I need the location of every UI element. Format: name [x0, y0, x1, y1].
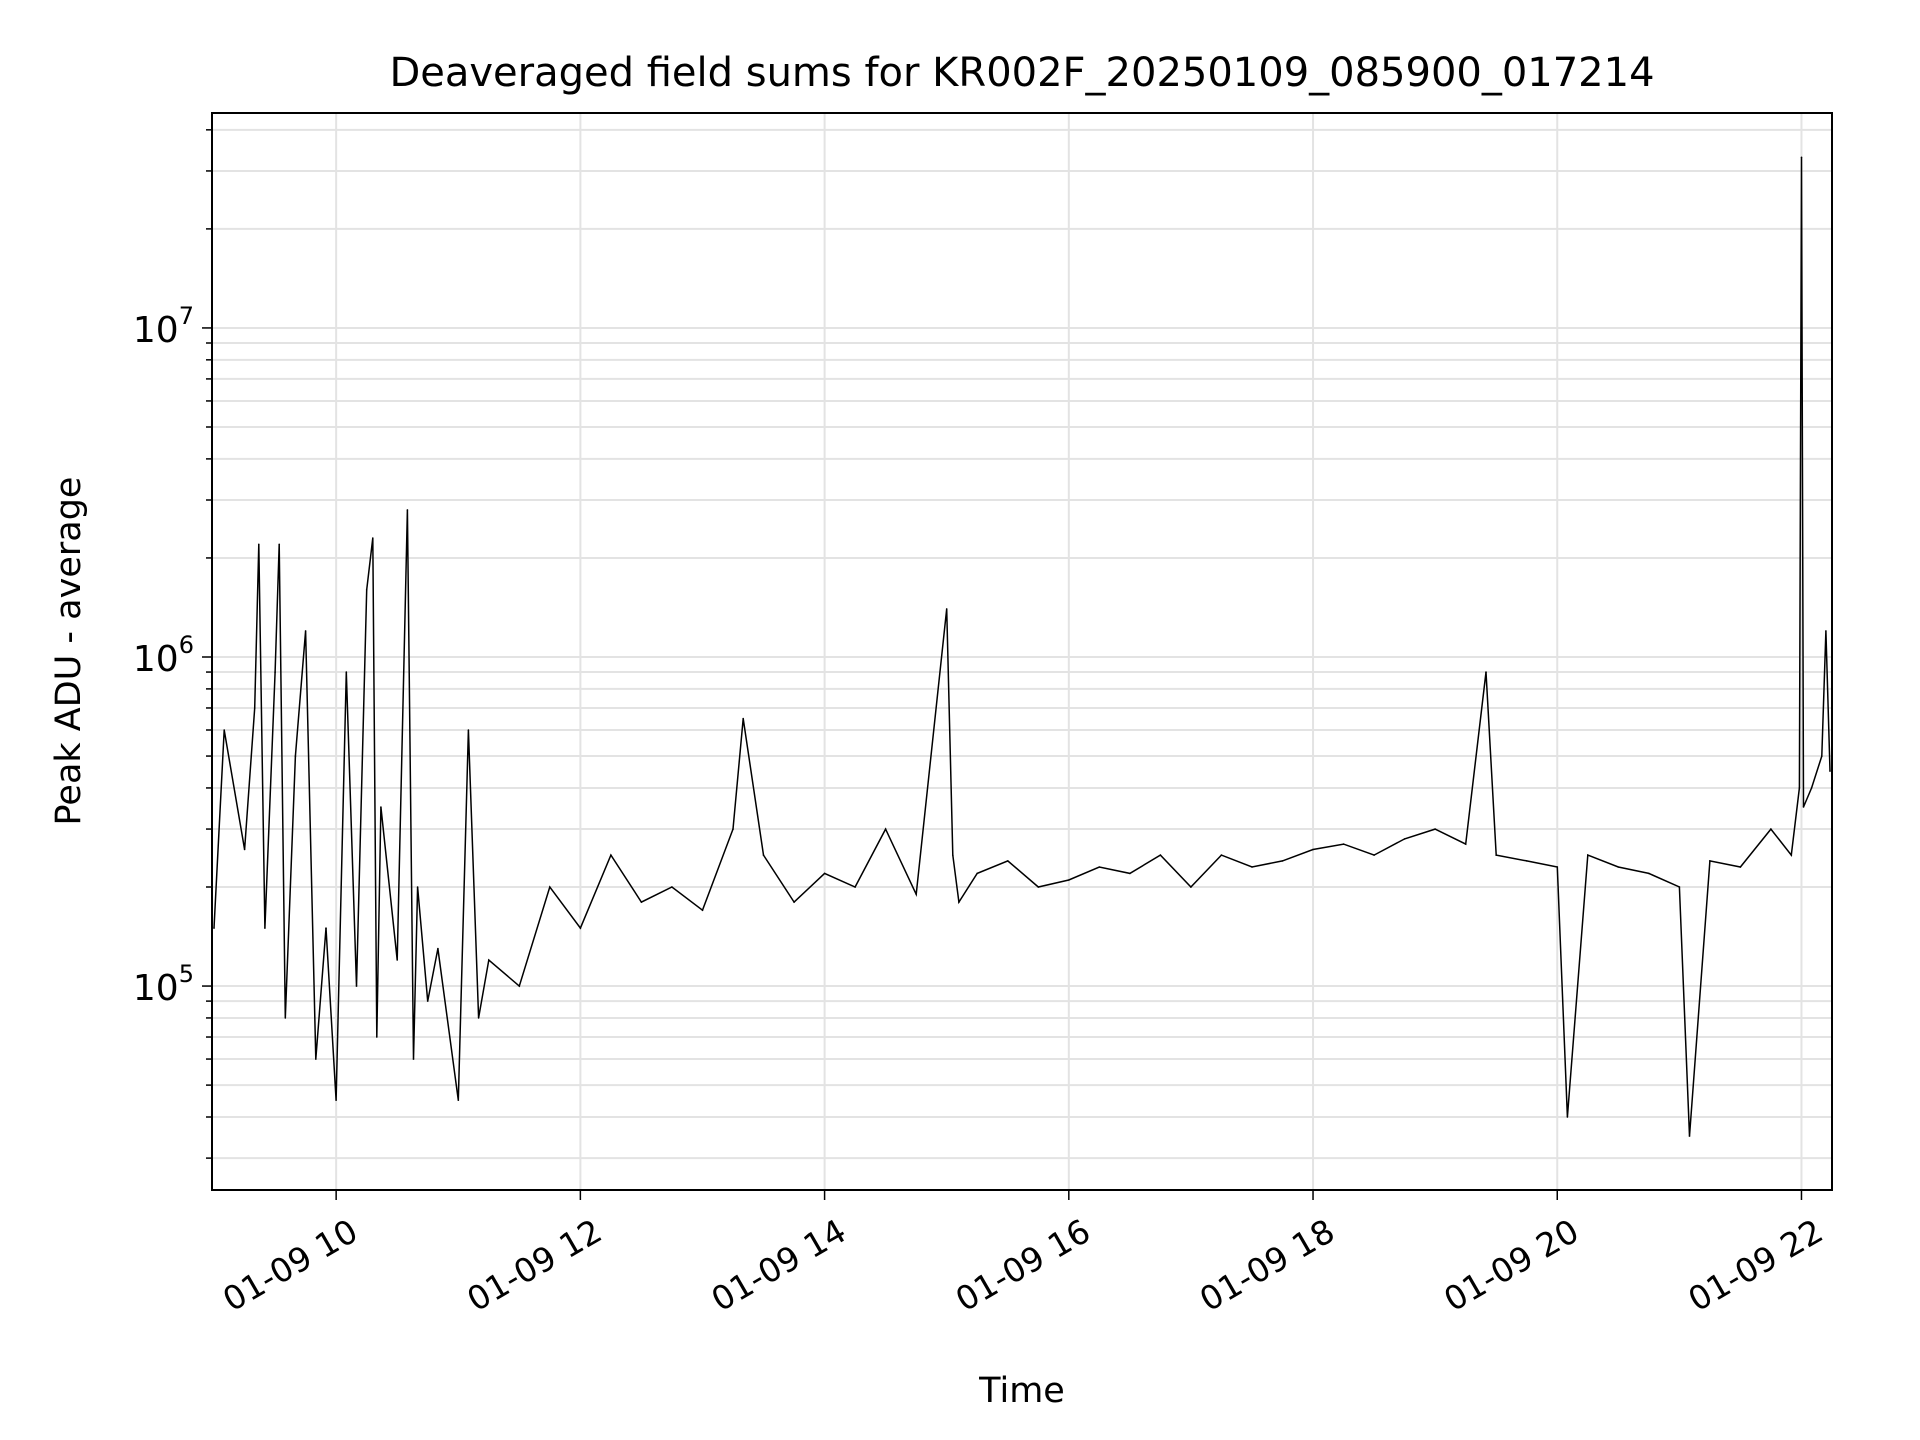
data-point	[1190, 886, 1192, 888]
data-point	[793, 901, 795, 903]
data-point	[396, 959, 399, 961]
data-point	[854, 886, 856, 888]
data-point	[1373, 854, 1375, 856]
data-point	[742, 717, 744, 720]
data-point	[258, 543, 260, 546]
data-point	[1798, 787, 1801, 789]
axes-frame	[211, 112, 1833, 1191]
data-point	[958, 901, 960, 903]
data-point	[732, 828, 734, 830]
data-point	[671, 886, 673, 888]
data-point	[304, 630, 307, 632]
data-point	[1556, 866, 1559, 868]
y-tick-label: 105	[133, 960, 194, 1009]
plot-area	[213, 156, 1831, 1137]
data-point	[915, 893, 917, 896]
data-point	[1617, 866, 1620, 868]
data-point	[1485, 671, 1487, 673]
y-axis: 105 106 107	[133, 129, 212, 1159]
data-point	[477, 1017, 480, 1019]
data-point	[701, 909, 704, 911]
data-point	[335, 1099, 337, 1101]
data-point	[1825, 630, 1827, 632]
data-point	[1098, 866, 1101, 868]
data-point	[213, 927, 215, 929]
data-point	[380, 806, 382, 808]
chart-title: Deaveraged field sums for KR002F_2025010…	[389, 50, 1654, 96]
data-point	[457, 1099, 460, 1101]
data-point	[1709, 860, 1711, 862]
data-point	[1525, 860, 1528, 862]
y-tick-label: 106	[133, 631, 194, 680]
data-point	[1434, 828, 1436, 830]
data-point	[1068, 879, 1070, 881]
grid	[212, 113, 1832, 1190]
data-point	[345, 671, 348, 673]
data-point	[467, 729, 470, 731]
data-point	[1312, 848, 1314, 851]
data-point	[1678, 886, 1681, 888]
data-point	[1821, 755, 1823, 757]
y-tick-label: 107	[133, 302, 194, 351]
data-point	[315, 1058, 317, 1060]
data-point	[1739, 866, 1742, 868]
data-point	[1770, 828, 1772, 830]
data-point	[406, 509, 409, 511]
data-point	[488, 959, 490, 961]
data-point	[884, 828, 887, 830]
data-point	[416, 886, 419, 888]
data-point	[426, 1000, 429, 1002]
data-point	[1220, 854, 1223, 856]
data-point	[1129, 872, 1131, 875]
data-point	[274, 671, 276, 673]
series-line	[213, 157, 1831, 1137]
data-point	[1159, 854, 1162, 856]
data-point	[1802, 806, 1805, 808]
data-point	[1037, 886, 1040, 888]
data-point	[1403, 838, 1406, 840]
data-point	[1688, 1135, 1691, 1137]
data-point	[945, 608, 948, 610]
y-axis-label: Peak ADU - average	[49, 477, 89, 826]
data-point	[518, 985, 521, 987]
data-point	[1007, 860, 1009, 862]
data-point	[762, 854, 765, 856]
data-point	[610, 854, 612, 856]
data-point	[1464, 843, 1467, 845]
data-point	[365, 589, 368, 591]
data-point	[1829, 770, 1831, 772]
data-point	[223, 729, 225, 731]
data-point	[1342, 843, 1345, 845]
data-point	[264, 927, 266, 929]
data-point	[579, 927, 582, 929]
data-point	[952, 854, 954, 856]
data-point	[253, 707, 256, 709]
data-point	[1251, 866, 1253, 868]
data-point	[437, 947, 439, 950]
data-point	[1566, 1116, 1569, 1118]
data-point	[412, 1058, 415, 1060]
data-point	[823, 872, 826, 875]
data-point	[243, 848, 246, 851]
data-point	[372, 537, 374, 539]
data-point	[640, 901, 643, 903]
data-point	[1495, 854, 1497, 856]
data-point	[1800, 156, 1803, 159]
data-point	[284, 1017, 287, 1019]
data-point	[1648, 872, 1650, 875]
data-point	[1810, 787, 1813, 789]
data-point	[278, 543, 281, 546]
data-point	[976, 872, 978, 875]
data-point	[1790, 854, 1793, 856]
data-point	[1587, 854, 1589, 856]
data-point	[549, 886, 551, 888]
data-point	[376, 1036, 378, 1038]
data-point	[355, 985, 358, 987]
data-point	[294, 755, 297, 757]
data-point	[1281, 860, 1284, 862]
data-point	[325, 927, 327, 929]
x-axis-label: Time	[978, 1371, 1065, 1411]
